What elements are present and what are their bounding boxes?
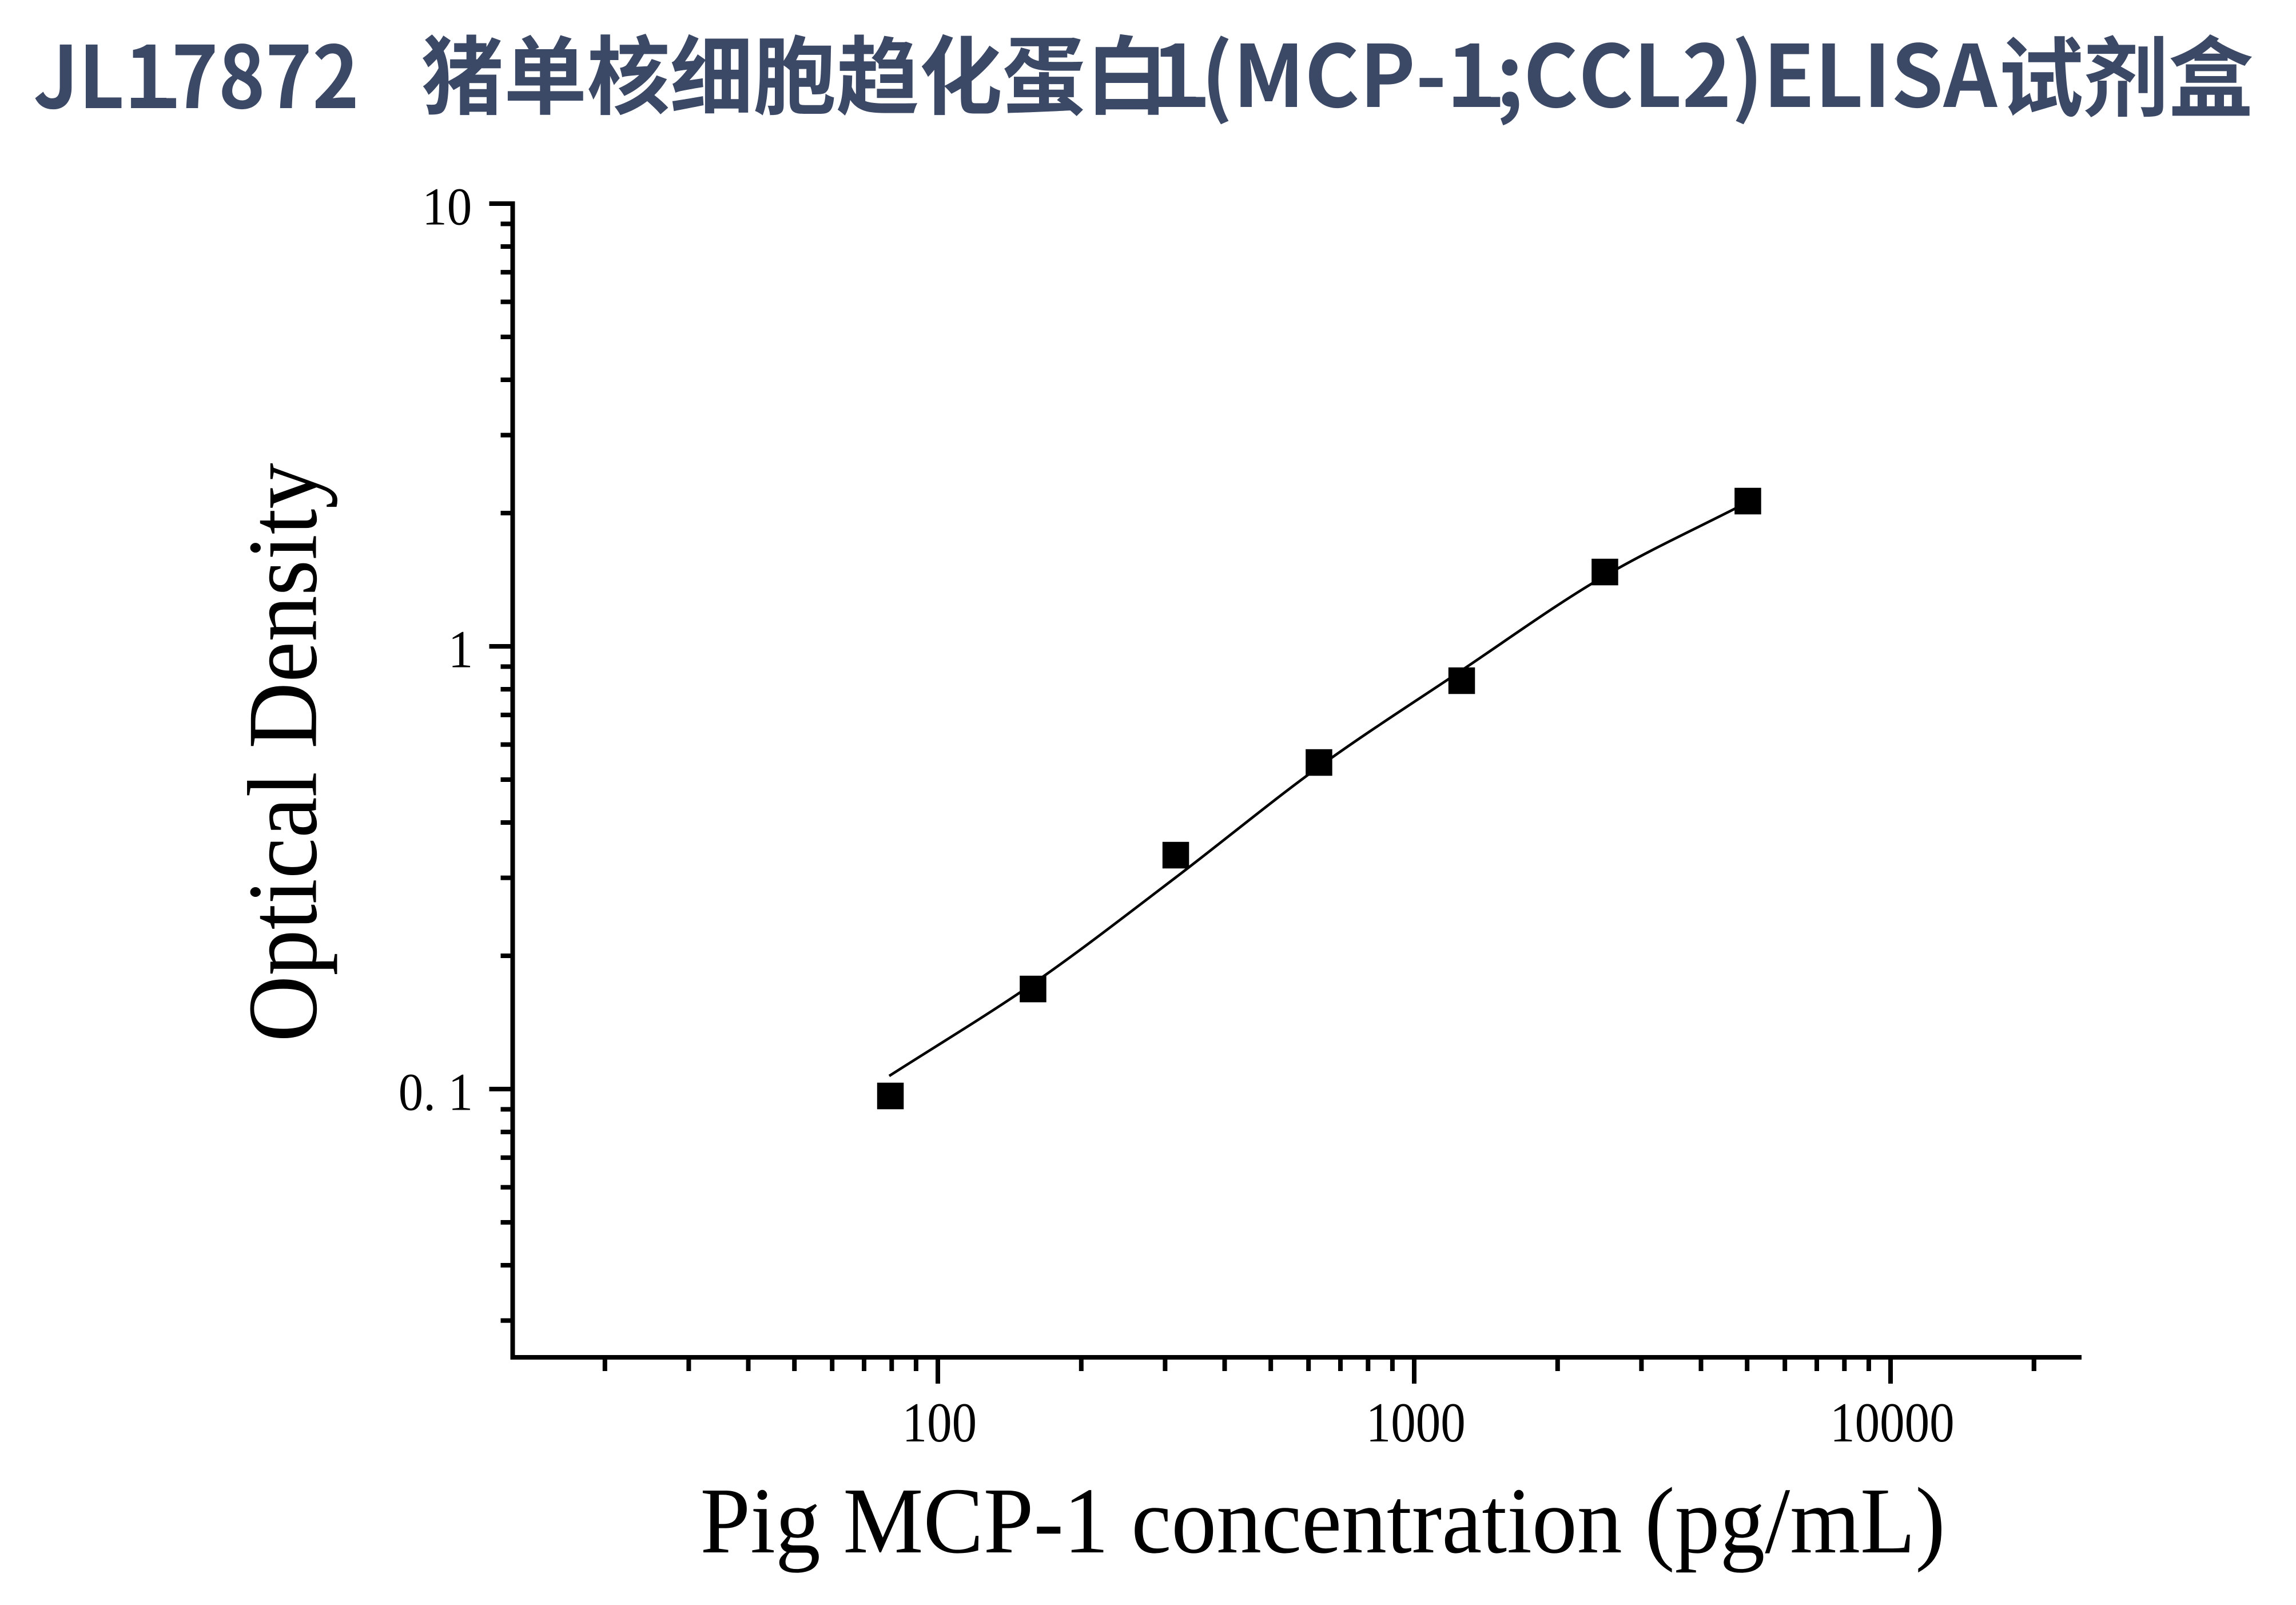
svg-text:1000: 1000 bbox=[1366, 1392, 1466, 1454]
svg-text:Optical Density: Optical Density bbox=[228, 463, 338, 1042]
svg-text:0. 1: 0. 1 bbox=[399, 1063, 473, 1122]
svg-text:10: 10 bbox=[422, 177, 472, 236]
svg-text:10000: 10000 bbox=[1830, 1392, 1954, 1454]
svg-text:100: 100 bbox=[902, 1392, 977, 1454]
svg-text:Pig MCP-1 concentration (pg/mL: Pig MCP-1 concentration (pg/mL) bbox=[700, 1468, 1945, 1573]
svg-text:1: 1 bbox=[448, 620, 473, 679]
